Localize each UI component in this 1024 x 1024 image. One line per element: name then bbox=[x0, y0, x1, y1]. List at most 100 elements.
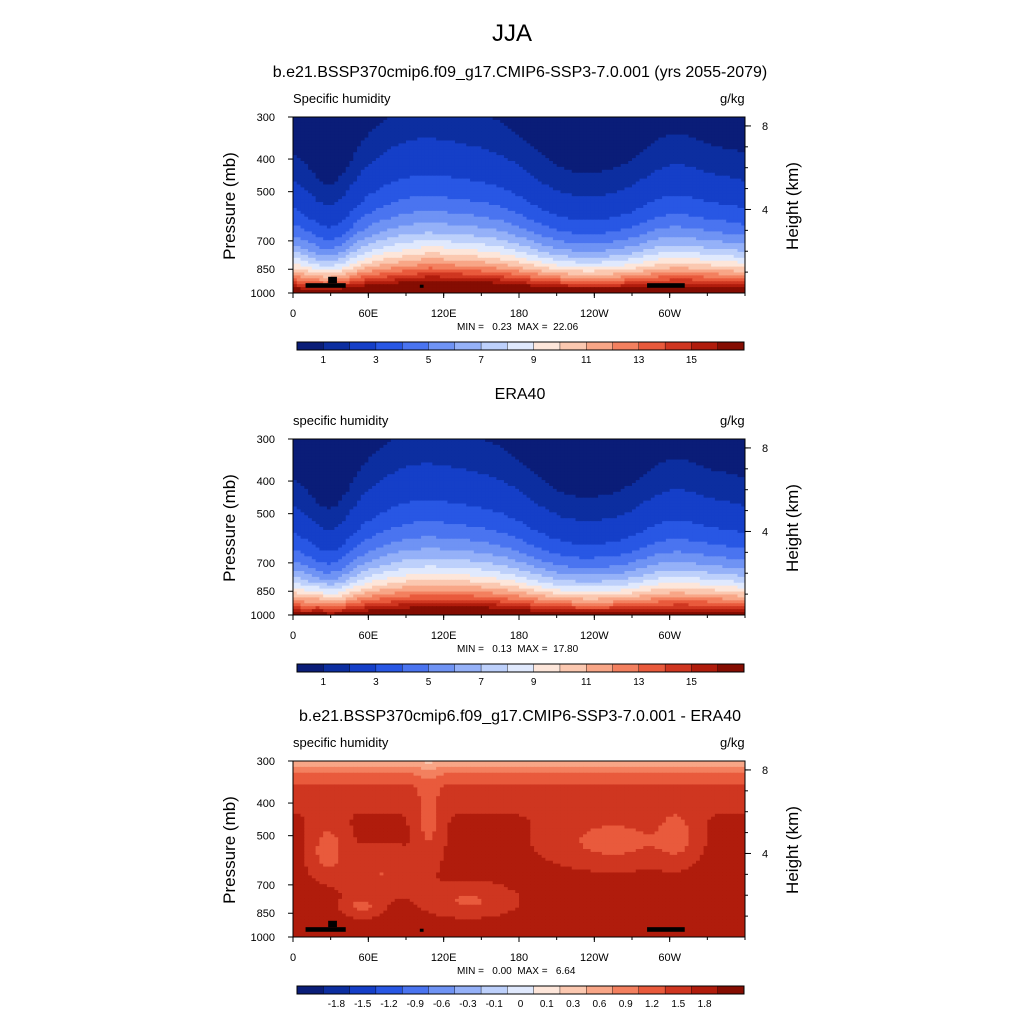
heatmap-cell bbox=[591, 120, 595, 123]
heatmap-cell bbox=[545, 187, 549, 190]
heatmap-cell bbox=[334, 190, 338, 193]
heatmap-cell bbox=[376, 126, 380, 129]
heatmap-cell bbox=[297, 120, 301, 123]
heatmap-cell bbox=[380, 214, 384, 217]
heatmap-cell bbox=[538, 199, 542, 202]
heatmap-cell bbox=[429, 196, 433, 199]
heatmap-cell bbox=[470, 176, 474, 179]
heatmap-cell bbox=[312, 182, 316, 185]
heatmap-cell bbox=[534, 228, 538, 231]
heatmap-cell bbox=[564, 228, 568, 231]
heatmap-cell bbox=[704, 208, 708, 211]
heatmap-cell bbox=[545, 214, 549, 217]
heatmap-cell bbox=[391, 228, 395, 231]
heatmap-cell bbox=[455, 135, 459, 138]
heatmap-cell bbox=[350, 190, 354, 193]
heatmap-cell bbox=[387, 129, 391, 132]
heatmap-cell bbox=[316, 176, 320, 179]
heatmap-cell bbox=[636, 179, 640, 182]
heatmap-cell bbox=[617, 120, 621, 123]
heatmap-cell bbox=[334, 164, 338, 167]
heatmap-cell bbox=[549, 155, 553, 158]
heatmap-cell bbox=[681, 173, 685, 176]
heatmap-cell bbox=[338, 182, 342, 185]
heatmap-cell bbox=[681, 135, 685, 138]
heatmap-cell bbox=[609, 208, 613, 211]
heatmap-cell bbox=[617, 123, 621, 126]
heatmap-cell bbox=[429, 143, 433, 146]
heatmap-cell bbox=[734, 158, 738, 161]
heatmap-cell bbox=[357, 140, 361, 143]
heatmap-cell bbox=[350, 158, 354, 161]
heatmap-cell bbox=[470, 170, 474, 173]
heatmap-cell bbox=[406, 228, 410, 231]
heatmap-cell bbox=[670, 228, 674, 231]
heatmap-cell bbox=[459, 223, 463, 226]
heatmap-cell bbox=[643, 234, 647, 237]
heatmap-cell bbox=[383, 129, 387, 132]
heatmap-cell bbox=[670, 146, 674, 149]
heatmap-cell bbox=[730, 193, 734, 196]
heatmap-cell bbox=[602, 149, 606, 152]
heatmap-cell bbox=[372, 126, 376, 129]
heatmap-cell bbox=[395, 126, 399, 129]
heatmap-cell bbox=[496, 129, 500, 132]
heatmap-cell bbox=[583, 176, 587, 179]
heatmap-cell bbox=[643, 155, 647, 158]
heatmap-cell bbox=[357, 184, 361, 187]
heatmap-cell bbox=[689, 187, 693, 190]
heatmap-cell bbox=[417, 126, 421, 129]
heatmap-cell bbox=[368, 220, 372, 223]
heatmap-cell bbox=[598, 158, 602, 161]
heatmap-cell bbox=[689, 146, 693, 149]
heatmap-cell bbox=[391, 135, 395, 138]
heatmap-cell bbox=[545, 199, 549, 202]
heatmap-cell bbox=[651, 199, 655, 202]
heatmap-cell bbox=[519, 214, 523, 217]
heatmap-cell bbox=[523, 234, 527, 237]
heatmap-cell bbox=[579, 202, 583, 205]
heatmap-cell bbox=[474, 187, 478, 190]
heatmap-cell bbox=[609, 190, 613, 193]
heatmap-cell bbox=[609, 117, 613, 120]
heatmap-cell bbox=[504, 193, 508, 196]
heatmap-cell bbox=[557, 220, 561, 223]
heatmap-cell bbox=[504, 217, 508, 220]
heatmap-cell bbox=[700, 176, 704, 179]
heatmap-cell bbox=[331, 129, 335, 132]
heatmap-cell bbox=[730, 135, 734, 138]
heatmap-cell bbox=[549, 117, 553, 120]
heatmap-cell bbox=[383, 214, 387, 217]
heatmap-cell bbox=[350, 155, 354, 158]
heatmap-cell bbox=[564, 176, 568, 179]
heatmap-cell bbox=[643, 184, 647, 187]
heatmap-cell bbox=[632, 155, 636, 158]
heatmap-cell bbox=[594, 158, 598, 161]
heatmap-cell bbox=[410, 214, 414, 217]
heatmap-cell bbox=[346, 217, 350, 220]
heatmap-cell bbox=[734, 234, 738, 237]
heatmap-cell bbox=[568, 129, 572, 132]
heatmap-cell bbox=[432, 170, 436, 173]
heatmap-cell bbox=[560, 214, 564, 217]
heatmap-cell bbox=[398, 211, 402, 214]
heatmap-cell bbox=[677, 217, 681, 220]
heatmap-cell bbox=[489, 231, 493, 234]
heatmap-cell bbox=[474, 149, 478, 152]
heatmap-cell bbox=[726, 161, 730, 164]
heatmap-cell bbox=[572, 228, 576, 231]
heatmap-cell bbox=[421, 146, 425, 149]
heatmap-cell bbox=[534, 179, 538, 182]
heatmap-cell bbox=[613, 202, 617, 205]
heatmap-cell bbox=[583, 161, 587, 164]
heatmap-cell bbox=[402, 129, 406, 132]
heatmap-cell bbox=[572, 193, 576, 196]
heatmap-cell bbox=[304, 220, 308, 223]
heatmap-cell bbox=[523, 190, 527, 193]
heatmap-cell bbox=[327, 237, 331, 240]
heatmap-cell bbox=[406, 149, 410, 152]
heatmap-cell bbox=[447, 205, 451, 208]
heatmap-cell bbox=[681, 117, 685, 120]
heatmap-cell bbox=[530, 179, 534, 182]
heatmap-cell bbox=[643, 176, 647, 179]
